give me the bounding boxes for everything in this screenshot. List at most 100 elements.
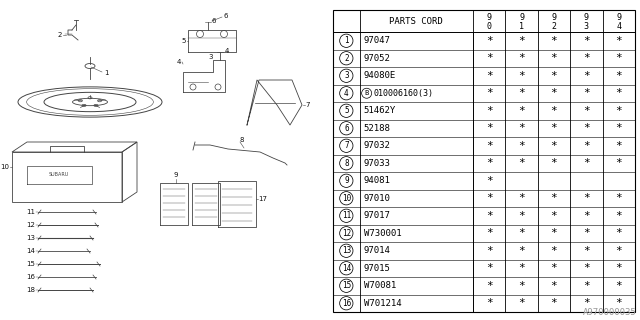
Text: 15: 15 [26, 261, 35, 267]
Text: *: * [616, 298, 622, 308]
Text: 13: 13 [26, 235, 35, 241]
Text: *: * [616, 193, 622, 203]
Text: 97015: 97015 [364, 264, 390, 273]
Text: *: * [518, 53, 525, 63]
Text: *: * [550, 88, 557, 98]
Text: *: * [583, 158, 589, 168]
Text: 11: 11 [26, 209, 35, 215]
Text: 4: 4 [225, 48, 229, 54]
Text: *: * [616, 123, 622, 133]
Text: 97017: 97017 [364, 211, 390, 220]
Text: 9: 9 [486, 12, 492, 21]
Text: *: * [616, 141, 622, 151]
Text: *: * [550, 246, 557, 256]
Text: *: * [550, 298, 557, 308]
Text: *: * [616, 263, 622, 273]
Text: *: * [486, 53, 493, 63]
Text: *: * [518, 141, 525, 151]
Text: 3: 3 [584, 22, 589, 31]
Text: 2: 2 [552, 22, 556, 31]
Text: 52188: 52188 [364, 124, 390, 133]
Text: 8: 8 [240, 137, 244, 143]
Text: *: * [583, 36, 589, 46]
Text: 14: 14 [26, 248, 35, 254]
Text: *: * [518, 106, 525, 116]
Text: *: * [486, 193, 493, 203]
Text: *: * [518, 193, 525, 203]
Text: *: * [583, 71, 589, 81]
Text: 7: 7 [305, 102, 310, 108]
Text: *: * [550, 53, 557, 63]
Text: *: * [550, 211, 557, 221]
Text: 9: 9 [173, 172, 179, 178]
Text: 15: 15 [342, 281, 351, 290]
Text: 94080E: 94080E [364, 71, 396, 80]
Text: 97033: 97033 [364, 159, 390, 168]
Text: 9: 9 [344, 176, 349, 185]
Text: 7: 7 [344, 141, 349, 150]
Text: *: * [616, 36, 622, 46]
Text: *: * [486, 71, 493, 81]
Text: *: * [550, 228, 557, 238]
Text: 6: 6 [224, 13, 228, 19]
Text: *: * [486, 281, 493, 291]
Text: 94081: 94081 [364, 176, 390, 185]
Text: 10: 10 [342, 194, 351, 203]
Text: 2: 2 [58, 32, 62, 38]
Text: *: * [518, 88, 525, 98]
Text: 14: 14 [342, 264, 351, 273]
Text: *: * [486, 88, 493, 98]
Text: *: * [486, 211, 493, 221]
Text: *: * [550, 281, 557, 291]
Text: *: * [486, 106, 493, 116]
Text: 17: 17 [258, 196, 267, 202]
Text: *: * [583, 123, 589, 133]
Text: 5: 5 [182, 38, 186, 44]
Text: 9: 9 [616, 12, 621, 21]
Text: *: * [616, 106, 622, 116]
Text: 3: 3 [209, 54, 213, 60]
Text: 6: 6 [212, 18, 216, 24]
Text: 010006160(3): 010006160(3) [373, 89, 433, 98]
Text: *: * [550, 193, 557, 203]
Text: *: * [550, 141, 557, 151]
Text: 1: 1 [519, 22, 524, 31]
Text: *: * [550, 71, 557, 81]
Text: 0: 0 [486, 22, 492, 31]
Text: W70081: W70081 [364, 281, 396, 290]
Text: *: * [486, 36, 493, 46]
Text: 9: 9 [552, 12, 556, 21]
Text: 51462Y: 51462Y [364, 106, 396, 115]
Text: *: * [486, 141, 493, 151]
Text: *: * [550, 106, 557, 116]
Text: 10: 10 [0, 164, 9, 170]
Text: *: * [583, 263, 589, 273]
Text: 97014: 97014 [364, 246, 390, 255]
Text: *: * [583, 211, 589, 221]
Text: PARTS CORD: PARTS CORD [389, 17, 443, 26]
Text: *: * [486, 158, 493, 168]
Text: W730001: W730001 [364, 229, 401, 238]
Text: 11: 11 [342, 211, 351, 220]
Text: *: * [583, 246, 589, 256]
Text: *: * [486, 298, 493, 308]
Bar [333, 10, 635, 312]
Text: *: * [518, 71, 525, 81]
Text: *: * [518, 36, 525, 46]
Text: *: * [486, 246, 493, 256]
Text: *: * [486, 176, 493, 186]
Text: 12: 12 [342, 229, 351, 238]
Text: 5: 5 [344, 106, 349, 115]
Text: 16: 16 [26, 274, 35, 280]
Text: 6: 6 [344, 124, 349, 133]
Text: *: * [583, 281, 589, 291]
Text: 1: 1 [104, 70, 109, 76]
Text: 13: 13 [342, 246, 351, 255]
Text: *: * [518, 263, 525, 273]
Text: 2: 2 [344, 54, 349, 63]
Text: 1: 1 [344, 36, 349, 45]
Text: *: * [583, 88, 589, 98]
Text: 97052: 97052 [364, 54, 390, 63]
Text: *: * [518, 123, 525, 133]
Text: *: * [583, 298, 589, 308]
